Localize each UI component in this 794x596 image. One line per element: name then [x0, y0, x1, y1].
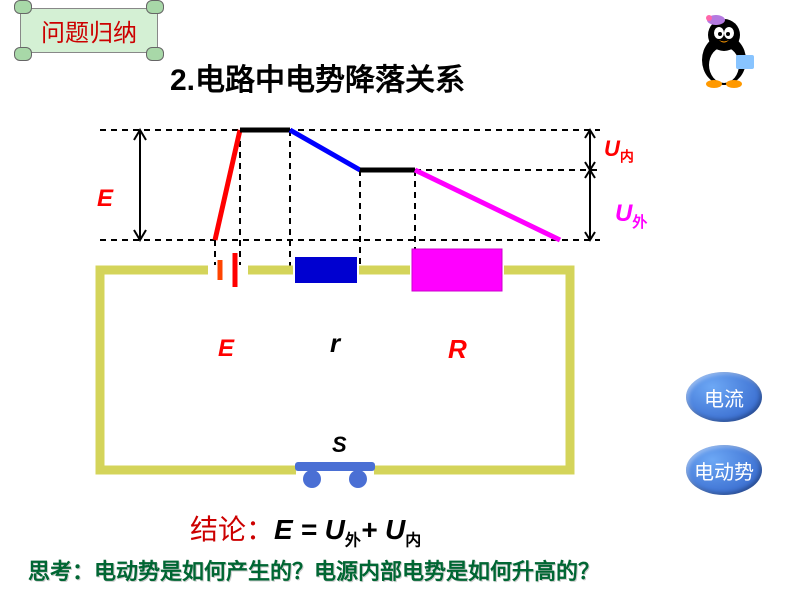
formula-U2: U — [385, 514, 405, 545]
scroll-decoration — [146, 0, 164, 14]
formula-plus: + — [361, 514, 385, 545]
label-switch-S: S — [332, 432, 347, 458]
formula-U2-sub: 内 — [405, 533, 421, 550]
formula-U1: U — [325, 514, 345, 545]
penguin-mascot-icon — [684, 10, 764, 95]
label-U-internal-sub: 内 — [620, 148, 634, 164]
label-emf-E: E — [97, 185, 113, 213]
formula-U1-sub: 外 — [345, 533, 361, 550]
label-source-E: E — [218, 335, 234, 363]
scroll-decoration — [14, 0, 32, 14]
label-U-internal: U内 — [604, 136, 634, 166]
label-U-external-var: U — [615, 200, 632, 227]
label-load-R: R — [448, 334, 467, 365]
conclusion-line: 结论：E = U外+ U内 — [190, 508, 421, 551]
emf-button[interactable]: 电动势 — [686, 445, 762, 495]
thinking-question: 思考：电动势是如何产生的？电源内部电势是如何升高的？ — [28, 554, 600, 586]
banner-text: 问题归纳 — [20, 8, 158, 53]
label-U-internal-var: U — [604, 136, 620, 161]
label-U-external: U外 — [615, 200, 647, 232]
current-button[interactable]: 电流 — [686, 372, 762, 422]
page-title: 2.电路中电势降落关系 — [170, 55, 465, 99]
formula-equals: = — [293, 514, 325, 545]
circuit-potential-diagram — [60, 110, 640, 500]
formula-E: E — [274, 514, 293, 545]
scroll-decoration — [146, 47, 164, 61]
label-internal-r: r — [330, 328, 340, 359]
scroll-banner: 问题归纳 — [20, 8, 158, 53]
scroll-decoration — [14, 47, 32, 61]
label-U-external-sub: 外 — [632, 214, 647, 231]
conclusion-prefix: 结论： — [190, 514, 274, 545]
